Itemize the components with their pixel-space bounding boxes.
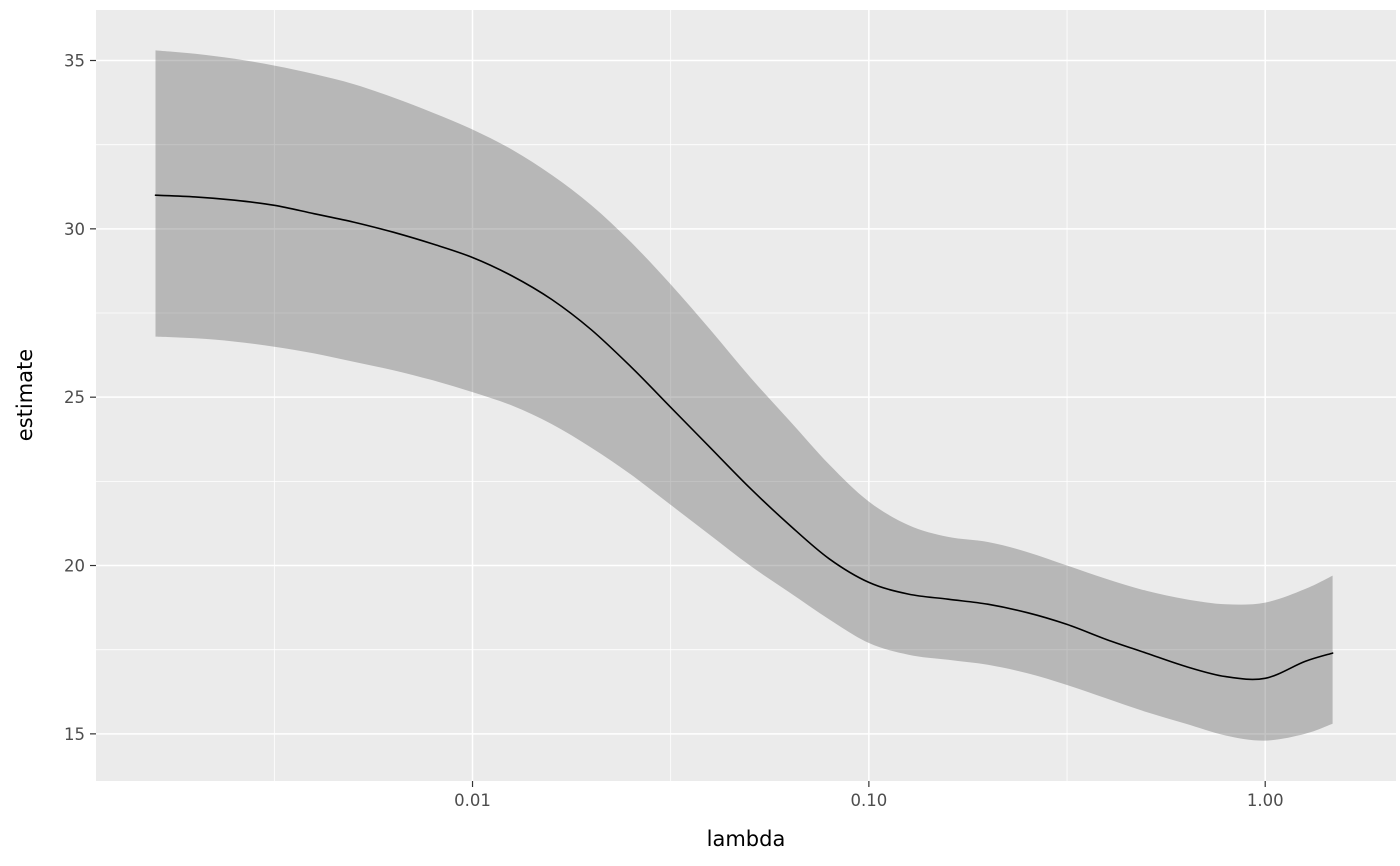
- x-tick-label: 0.01: [454, 791, 491, 810]
- confidence-ribbon: [155, 50, 1333, 741]
- tick-labels: 0.01 0.10 1.00 15 20 25 30 35: [64, 52, 1284, 810]
- grid-major: [96, 10, 1396, 781]
- grid-minor: [96, 10, 1396, 781]
- panel-background: [96, 10, 1396, 781]
- estimate-line: [154, 194, 1334, 681]
- y-tick-label: 25: [64, 388, 85, 407]
- x-axis-title: lambda: [706, 827, 786, 851]
- x-tick-label: 1.00: [1247, 791, 1284, 810]
- y-tick-label: 15: [64, 725, 85, 744]
- x-tick-label: 0.10: [850, 791, 887, 810]
- y-tick-label: 20: [64, 557, 85, 576]
- axis-ticks: [90, 59, 1266, 787]
- y-tick-label: 30: [64, 220, 85, 239]
- y-axis-title: estimate: [13, 348, 37, 442]
- y-tick-label: 35: [64, 52, 85, 71]
